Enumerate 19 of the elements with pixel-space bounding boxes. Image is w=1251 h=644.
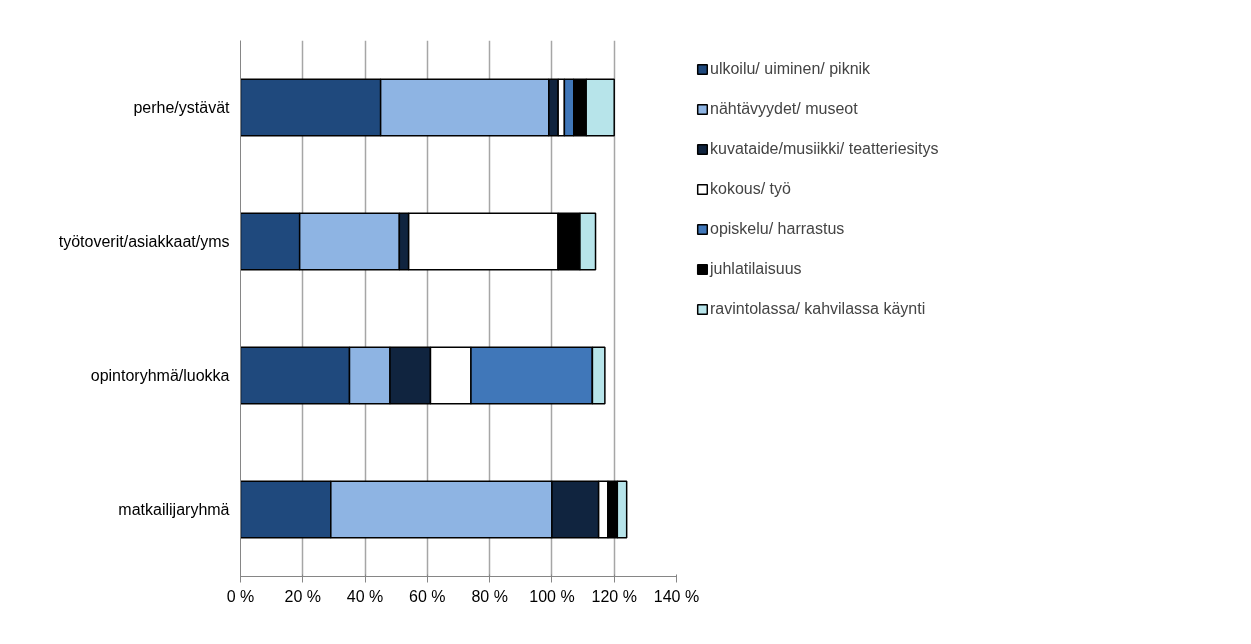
y-tick-label: opintoryhmä/luokka [90, 367, 230, 384]
y-tick-label: matkailijaryhmä [118, 501, 230, 518]
legend-label: ravintolassa/ kahvilassa käynti [710, 300, 926, 318]
y-tick-label: perhe/ystävät [133, 99, 231, 116]
legend-label: opiskelu/ harrastus [710, 220, 845, 238]
x-tick-label: 0 % [226, 587, 255, 605]
legend-label: ulkoilu/ uiminen/ piknik [710, 60, 871, 78]
x-tick-label: 140 % [653, 587, 700, 605]
legend-label: juhlatilaisuus [710, 260, 802, 278]
x-tick-label: 100 % [529, 587, 575, 605]
x-tick-label: 40 % [346, 587, 384, 605]
y-tick-label: työtoverit/asiakkaat/yms [58, 233, 230, 250]
x-tick-label: 80 % [471, 587, 508, 605]
legend-label: kuvataide/musiikki/ teatteriesitys [710, 140, 939, 158]
legend-label: kokous/ työ [710, 180, 791, 198]
legend-label: nähtävyydet/ museot [710, 100, 858, 118]
x-tick-label: 20 % [284, 587, 322, 605]
x-tick-label: 60 % [409, 587, 446, 605]
x-tick-label: 120 % [591, 587, 637, 605]
